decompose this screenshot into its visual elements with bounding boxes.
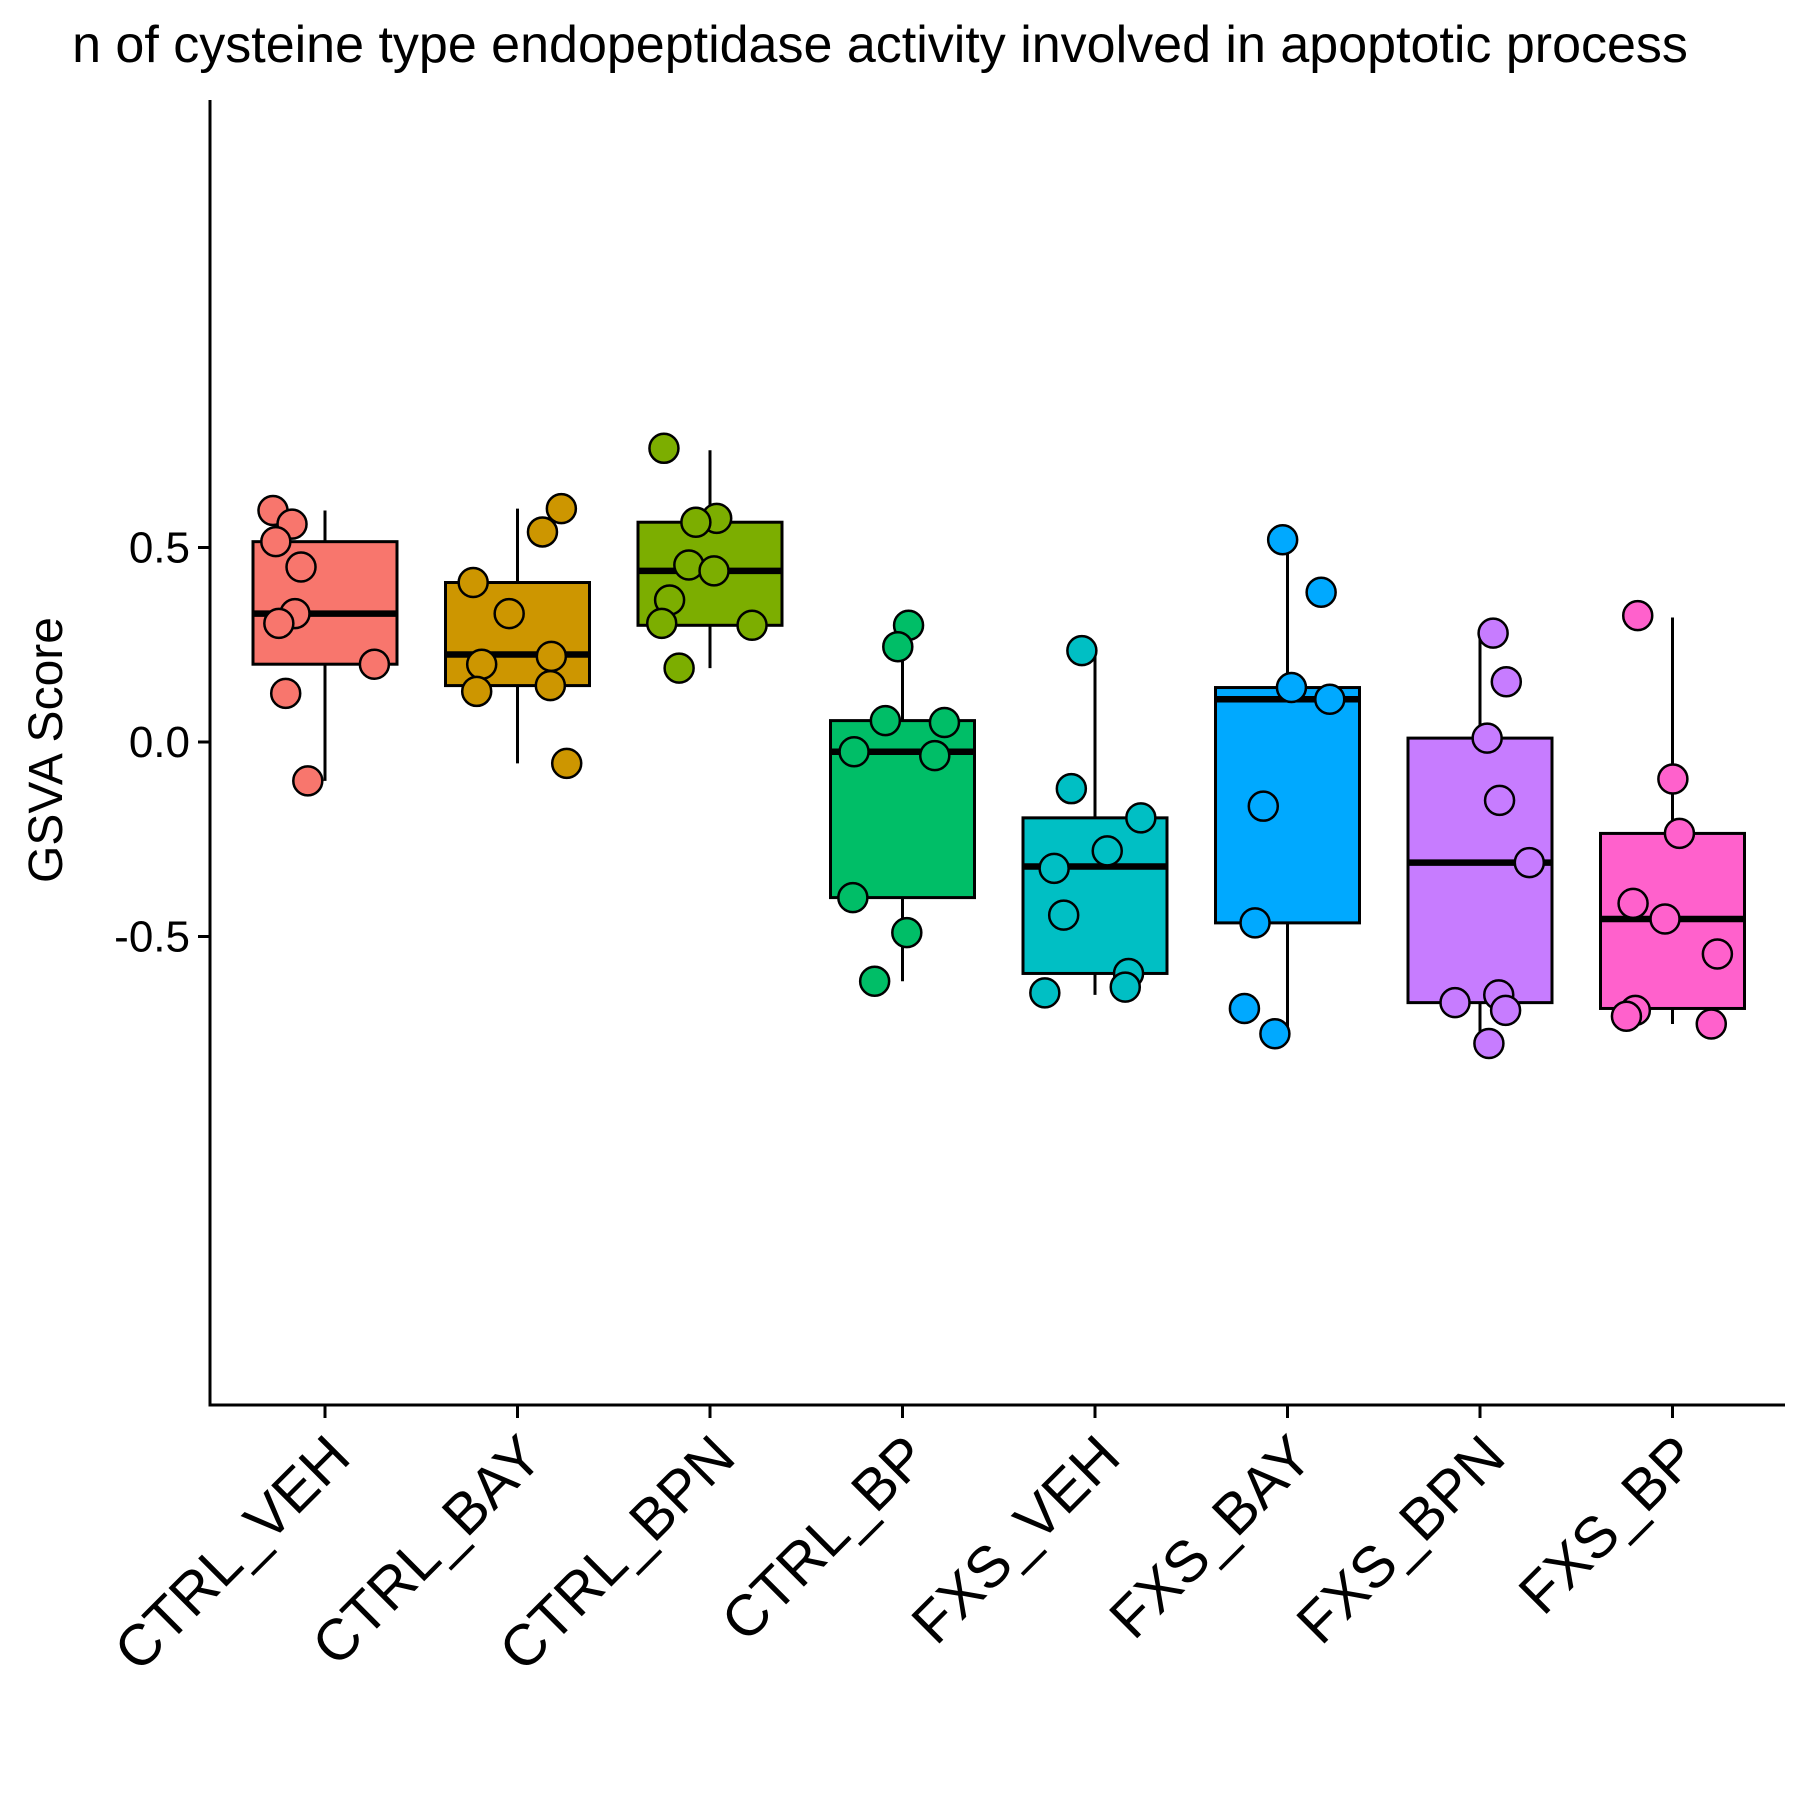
- data-point: [545, 492, 578, 525]
- y-axis-label: GSVA Score: [20, 617, 73, 883]
- data-point: [1617, 887, 1649, 920]
- data-point: [645, 607, 678, 640]
- data-point: [1305, 576, 1337, 608]
- data-point: [698, 555, 730, 587]
- data-point: [1695, 1008, 1728, 1040]
- y-tick-label: -0.5: [114, 913, 190, 962]
- y-tick-label: 0.0: [129, 718, 190, 767]
- data-point: [891, 916, 923, 949]
- x-tick-label: FXS_BP: [1506, 1423, 1709, 1626]
- data-point: [1259, 1018, 1291, 1050]
- y-tick-label: 0.5: [129, 524, 190, 573]
- data-point: [838, 735, 870, 768]
- data-point: [358, 648, 391, 680]
- data-point: [663, 652, 695, 684]
- data-point: [260, 525, 292, 558]
- data-point: [1125, 802, 1157, 834]
- data-point: [1610, 1000, 1643, 1032]
- data-point: [534, 669, 567, 702]
- data-point: [1275, 671, 1308, 704]
- data-point: [1477, 617, 1509, 649]
- data-point: [493, 597, 525, 630]
- x-tick-label: FXS_BPN: [1284, 1423, 1517, 1656]
- data-point: [550, 747, 583, 780]
- data-point: [292, 765, 324, 797]
- data-point: [1621, 599, 1654, 632]
- box-iqr: [1021, 816, 1169, 975]
- data-point: [928, 706, 961, 739]
- data-point: [919, 739, 951, 772]
- data-point: [1091, 835, 1123, 867]
- box-iqr: [1214, 686, 1361, 925]
- data-point: [460, 675, 493, 708]
- data-point: [285, 551, 317, 583]
- data-point: [263, 607, 295, 640]
- data-point: [1266, 523, 1299, 556]
- data-point: [1247, 790, 1280, 822]
- data-point: [526, 516, 559, 548]
- data-point: [648, 432, 680, 465]
- data-point: [269, 677, 302, 710]
- data-point: [1029, 977, 1061, 1009]
- data-point: [736, 609, 768, 642]
- data-point: [1055, 772, 1088, 805]
- data-point: [535, 640, 568, 673]
- data-point: [680, 506, 712, 538]
- data-point: [1657, 763, 1689, 795]
- data-point: [837, 881, 869, 914]
- box-iqr: [251, 540, 399, 666]
- x-tick-label: FXS_VEH: [899, 1423, 1132, 1656]
- data-point: [1649, 903, 1681, 935]
- data-point: [1490, 665, 1523, 698]
- data-point: [1228, 992, 1261, 1025]
- data-point: [858, 965, 891, 997]
- data-point: [1038, 852, 1070, 885]
- data-point: [882, 630, 914, 663]
- data-point: [1239, 907, 1271, 939]
- data-point: [1513, 846, 1546, 879]
- data-point: [465, 648, 498, 680]
- data-point: [457, 566, 489, 599]
- data-point: [1489, 994, 1522, 1027]
- data-point: [1471, 722, 1503, 754]
- box-iqr: [444, 581, 591, 688]
- data-point: [869, 704, 902, 737]
- data-point: [1314, 683, 1346, 715]
- data-point: [1473, 1027, 1505, 1060]
- chart-title: n of cysteine type endopeptidase activit…: [72, 16, 1688, 74]
- data-point: [1439, 986, 1471, 1019]
- data-point: [1663, 817, 1696, 850]
- x-tick-label: CTRL_BP: [709, 1423, 940, 1654]
- data-point: [1047, 899, 1080, 931]
- data-point: [1109, 971, 1142, 1003]
- data-point: [1483, 784, 1516, 817]
- data-point: [1701, 938, 1734, 970]
- data-point: [1066, 634, 1098, 667]
- plot-area: 0.50.0-0.5CTRL_VEHCTRL_BAYCTRL_BPNCTRL_B…: [102, 100, 1785, 1683]
